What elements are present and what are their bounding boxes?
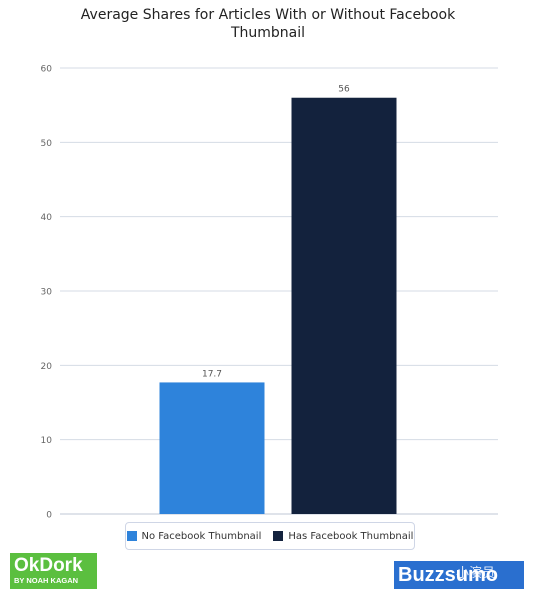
- y-tick-label-0: 0: [46, 511, 52, 521]
- legend-item-no-thumbnail[interactable]: No Facebook Thumbnail: [126, 530, 262, 542]
- bar-no-thumbnail: [159, 382, 265, 514]
- buzzsumo-logo-text: Buzzsumo: [398, 564, 498, 586]
- buzzsumo-logo: Buzzsumo: [394, 561, 524, 589]
- watermark-text: 小演员: [456, 566, 496, 581]
- legend-swatch-has-thumbnail: [273, 531, 284, 541]
- y-tick-label-10: 10: [41, 436, 53, 446]
- okdork-logo-subtext: BY NOAH KAGAN: [14, 576, 79, 585]
- y-tick-label-20: 20: [41, 362, 53, 372]
- legend-label-no-thumbnail: No Facebook Thumbnail: [141, 530, 262, 542]
- y-tick-label-40: 40: [41, 213, 53, 223]
- okdork-logo-text: OkDork: [14, 555, 83, 576]
- legend-item-has-thumbnail[interactable]: Has Facebook Thumbnail: [273, 531, 413, 542]
- chart-legend: No Facebook Thumbnail Has Facebook Thumb…: [125, 522, 415, 550]
- bar-has-thumbnail: [291, 97, 397, 514]
- y-tick-label-50: 50: [41, 139, 53, 149]
- data-label-no-thumbnail: 17.7: [202, 369, 222, 379]
- legend-swatch-no-thumbnail: [126, 531, 137, 541]
- okdork-logo: OkDork BY NOAH KAGAN: [10, 553, 97, 589]
- data-label-has-thumbnail: 56: [338, 85, 350, 95]
- chart-title-line-1: Average Shares for Articles With or With…: [80, 7, 456, 23]
- legend-label-has-thumbnail: Has Facebook Thumbnail: [288, 530, 414, 542]
- y-tick-label-30: 30: [41, 288, 53, 298]
- chart-title: Average Shares for Articles With or With…: [0, 6, 536, 42]
- chart-title-line-2: Thumbnail: [230, 25, 306, 41]
- y-tick-label-60: 60: [41, 65, 53, 75]
